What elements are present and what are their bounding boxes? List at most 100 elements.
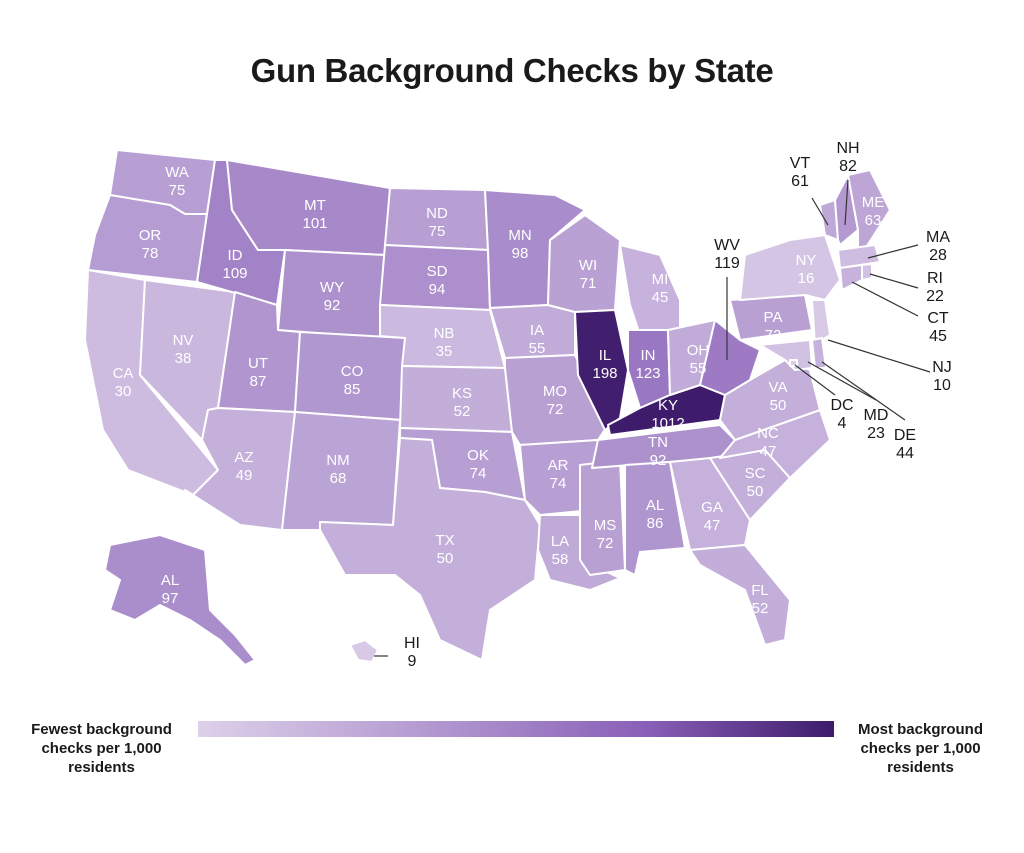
state-abbr-arkansas: AR bbox=[548, 457, 569, 474]
state-florida bbox=[689, 544, 791, 646]
state-value-maine: 63 bbox=[865, 212, 882, 229]
state-abbr-pennsylvania: PA bbox=[764, 309, 783, 326]
leader-line-newjersey bbox=[827, 339, 931, 373]
leader-line-vermont bbox=[811, 197, 829, 226]
state-abbr-michigan: MI bbox=[652, 271, 669, 288]
state-texas bbox=[319, 437, 541, 661]
state-value-indiana: 123 bbox=[635, 365, 660, 382]
state-abbr-idaho: ID bbox=[228, 247, 243, 264]
legend-low-label: Fewest background checks per 1,000 resid… bbox=[31, 721, 172, 776]
state-value-california: 30 bbox=[115, 383, 132, 400]
state-abbr-rhodeisland: RI bbox=[927, 270, 943, 287]
state-abbr-wyoming: WY bbox=[320, 279, 344, 296]
state-value-ohio: 55 bbox=[690, 360, 707, 377]
leader-line-massachusetts bbox=[867, 244, 919, 259]
state-value-iowa: 55 bbox=[529, 340, 546, 357]
state-abbr-vermont: VT bbox=[790, 155, 811, 172]
state-massachusetts bbox=[837, 244, 881, 269]
state-alaska bbox=[104, 534, 256, 666]
state-abbr-ohio: OH bbox=[687, 342, 710, 359]
map-title: Gun Background Checks by State bbox=[250, 52, 774, 89]
state-value-newhampshire: 82 bbox=[839, 158, 857, 175]
state-value-michigan: 45 bbox=[652, 289, 669, 306]
state-value-rhodeisland: 22 bbox=[926, 288, 944, 305]
legend-gradient-bar bbox=[198, 721, 834, 737]
state-abbr-tennessee: TN bbox=[648, 434, 668, 451]
state-value-northdakota: 75 bbox=[429, 223, 446, 240]
state-value-southdakota: 94 bbox=[429, 281, 446, 298]
state-abbr-delaware: DE bbox=[894, 427, 916, 444]
state-abbr-westvirginia: WV bbox=[714, 237, 740, 254]
state-value-northcarolina: 47 bbox=[760, 443, 777, 460]
state-abbr-montana: MT bbox=[304, 197, 326, 214]
state-abbr-missouri: MO bbox=[543, 383, 567, 400]
state-value-newjersey: 10 bbox=[933, 377, 951, 394]
state-value-nevada: 38 bbox=[175, 350, 192, 367]
state-value-montana: 101 bbox=[302, 215, 327, 232]
state-abbr-northdakota: ND bbox=[426, 205, 448, 222]
state-value-southcarolina: 50 bbox=[747, 483, 764, 500]
state-value-minnesota: 98 bbox=[512, 245, 529, 262]
state-value-tennessee: 92 bbox=[650, 452, 667, 469]
state-abbr-indiana: IN bbox=[641, 347, 656, 364]
state-abbr-illinois: IL bbox=[599, 347, 612, 364]
state-georgia bbox=[669, 457, 751, 551]
leader-line-newhampshire bbox=[844, 179, 849, 226]
state-abbr-wisconsin: WI bbox=[579, 257, 597, 274]
state-abbr-newmexico: NM bbox=[326, 452, 349, 469]
state-michigan bbox=[619, 244, 681, 336]
state-value-alabama: 86 bbox=[647, 515, 664, 532]
state-abbr-oregon: OR bbox=[139, 227, 162, 244]
leader-line-rhodeisland bbox=[869, 273, 919, 289]
state-value-mississippi: 72 bbox=[597, 535, 614, 552]
state-value-arkansas: 74 bbox=[550, 475, 567, 492]
state-abbr-alabama: AL bbox=[646, 497, 664, 514]
state-value-wyoming: 92 bbox=[324, 297, 341, 314]
state-newyork bbox=[739, 234, 841, 301]
state-value-oregon: 78 bbox=[142, 245, 159, 262]
state-rhodeisland bbox=[861, 263, 873, 281]
state-newjersey bbox=[811, 299, 831, 346]
state-abbr-iowa: IA bbox=[530, 322, 544, 339]
state-value-missouri: 72 bbox=[547, 401, 564, 418]
state-abbr-kansas: KS bbox=[452, 385, 472, 402]
state-abbr-nebraska: NB bbox=[434, 325, 455, 342]
state-value-newmexico: 68 bbox=[330, 470, 347, 487]
state-value-virginia: 50 bbox=[770, 397, 787, 414]
leader-line-connecticut bbox=[851, 281, 919, 317]
state-value-georgia: 47 bbox=[704, 517, 721, 534]
state-abbr-southdakota: SD bbox=[427, 263, 448, 280]
state-value-texas: 50 bbox=[437, 550, 454, 567]
state-abbr-louisiana: LA bbox=[551, 533, 569, 550]
state-value-massachusetts: 28 bbox=[929, 247, 947, 264]
state-abbr-florida: FL bbox=[751, 582, 769, 599]
leader-line-dc bbox=[794, 364, 836, 396]
state-abbr-newyork: NY bbox=[796, 252, 817, 269]
state-value-newyork: 16 bbox=[798, 270, 815, 287]
state-value-arizona: 49 bbox=[236, 467, 253, 484]
state-value-dc: 4 bbox=[838, 415, 847, 432]
state-value-hawaii: 9 bbox=[408, 653, 417, 670]
state-maryland bbox=[759, 339, 813, 371]
state-value-westvirginia: 119 bbox=[714, 255, 740, 272]
state-delaware bbox=[811, 337, 827, 369]
state-abbr-colorado: CO bbox=[341, 363, 364, 380]
state-abbr-newhampshire: NH bbox=[836, 140, 859, 157]
state-westvirginia bbox=[699, 319, 761, 396]
state-value-alaska: 97 bbox=[162, 590, 179, 607]
state-value-florida: 52 bbox=[752, 600, 769, 617]
state-value-vermont: 61 bbox=[791, 173, 809, 190]
leader-line-maryland bbox=[807, 361, 877, 401]
state-abbr-connecticut: CT bbox=[927, 310, 949, 327]
state-value-maryland: 23 bbox=[867, 425, 885, 442]
leader-line-delaware bbox=[821, 361, 906, 421]
legend-high-label: Most background checks per 1,000 residen… bbox=[857, 721, 983, 776]
state-abbr-minnesota: MN bbox=[508, 227, 531, 244]
state-abbr-dc: DC bbox=[830, 397, 853, 414]
state-abbr-northcarolina: NC bbox=[757, 425, 779, 442]
state-abbr-california: CA bbox=[113, 365, 134, 382]
state-abbr-utah: UT bbox=[248, 355, 268, 372]
state-arkansas bbox=[519, 439, 599, 516]
state-abbr-hawaii: HI bbox=[404, 635, 420, 652]
